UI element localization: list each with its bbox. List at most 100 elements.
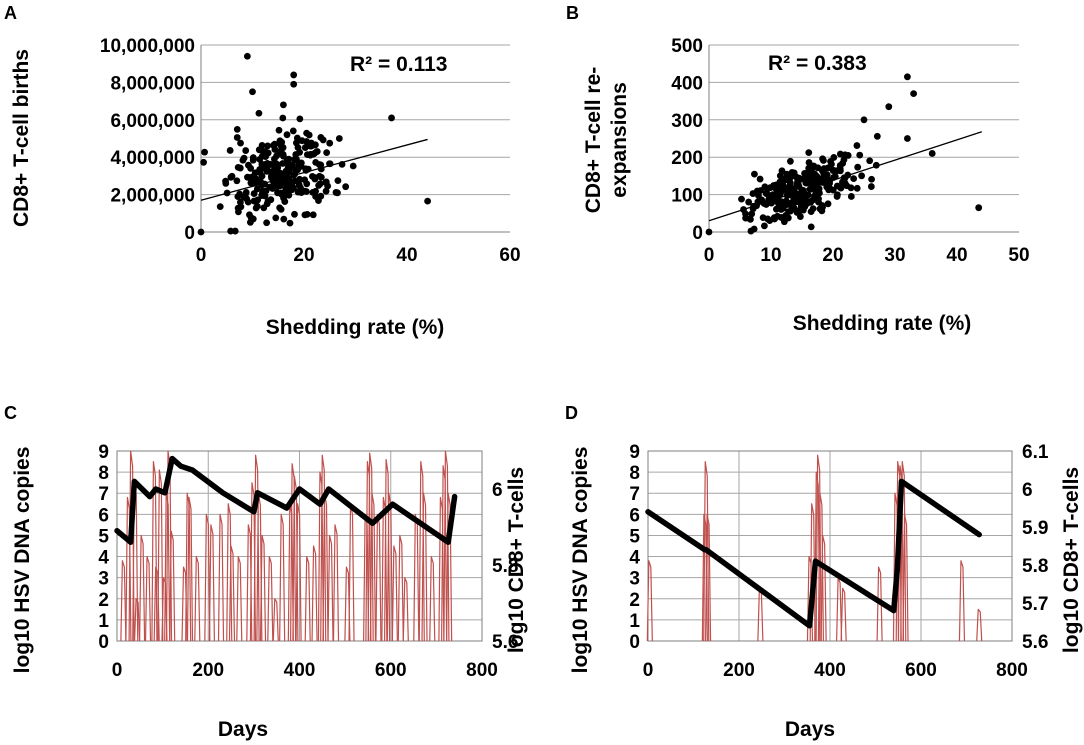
scatter-point [867,183,875,190]
scatter-point [282,185,290,192]
hsv-spike [194,555,201,642]
scatter-point [227,227,235,235]
hsv-spike [402,577,409,642]
scatter-point [298,137,306,145]
scatter-point [277,148,285,155]
hsv-spike [253,454,260,642]
scatter-point [297,162,305,170]
scatter-point [334,177,342,185]
scatter-point [296,115,304,123]
hsv-spike [151,460,158,642]
hsv-spike [381,496,388,642]
hsv-spike [976,608,983,642]
y-right-tick-label: 5.6 [492,632,518,653]
scatter-point [291,210,298,218]
panel-c-xlabel: Days [218,718,268,741]
y-right-tick-label: 5.7 [1022,594,1048,615]
hsv-spike [958,560,966,642]
panel-b-r2: R² = 0.383 [768,52,867,75]
panel-d-ylabel-right: log10 CD8+ T-cells [1060,467,1083,653]
x-tick-label: 10 [760,245,781,266]
hsv-spike [369,492,377,642]
y-tick-label: 200 [671,148,703,169]
scatter-point [819,167,826,175]
hsv-spike [138,534,146,642]
x-tick-label: 20 [293,245,314,266]
scatter-point [841,179,849,187]
scatter-point [277,142,285,149]
scatter-point [873,132,881,140]
scatter-point [290,80,298,88]
hsv-spike [820,534,827,642]
scatter-point [853,184,861,192]
scatter-point [246,211,253,219]
scatter-point [233,134,241,141]
scatter-point [281,198,289,206]
scatter-point [847,193,855,200]
scatter-point [243,195,251,203]
panel-a-plot: 0 2,000,000 4,000,000 6,000,000 8,000,000 10,… [100,36,521,266]
hsv-spike [259,534,267,642]
trendline [200,138,428,201]
hsv-spike [757,587,764,642]
scatter-point [274,189,281,197]
hsv-spike [287,503,294,642]
scatter-point [802,179,810,187]
y-left-tick-label: 4 [98,548,109,569]
scatter-point [761,222,768,230]
scatter-point [245,174,253,181]
scatter-point [790,169,798,177]
scatter-point [254,196,262,204]
scatter-point [975,204,983,212]
y-left-tick-label: 7 [629,484,640,505]
scatter-point [816,189,823,197]
scatter-point [809,196,817,204]
scatter-point [233,125,241,133]
scatter-point [756,175,764,183]
hsv-spike [311,545,318,642]
panel-b-ylabel-line1: CD8+ T-cell re- [582,67,605,213]
scatter-point [778,167,786,175]
y-right-tick-label: 5.9 [1022,518,1048,539]
hsv-spike [418,460,425,642]
scatter-point [264,142,272,150]
scatter-point [301,144,309,151]
hsv-spike [902,513,909,642]
hsv-spike [144,555,152,642]
hsv-spike [386,492,393,642]
scatter-point [326,139,334,147]
scatter-point [309,211,317,219]
hsv-spike [365,460,372,642]
cd8-line [114,455,458,545]
hsv-spike [217,513,225,642]
scatter-point [805,159,813,166]
scatter-point [758,196,766,204]
scatter-point [807,223,815,231]
y-tick-label: 8,000,000 [110,73,195,94]
scatter-point [780,186,788,193]
hsv-spike [304,555,311,642]
y-right-tick-label: 6 [492,480,503,501]
hsv-spike [391,545,398,642]
scatter-point [216,203,224,211]
hsv-spike [236,555,243,642]
x-tick-label: 200 [192,660,224,681]
scatter-point [253,202,261,210]
scatter-point [853,142,861,149]
scatter-point [751,170,758,178]
x-tick-label: 40 [396,245,417,266]
plot-frame [647,450,1013,642]
y-tick-label: 0 [692,223,703,244]
cd8-line [645,478,982,629]
y-left-tick-label: 5 [98,526,109,547]
scatter-point [335,135,343,142]
scatter-point [274,164,282,171]
scatter-point [319,136,327,144]
panel-c-ylabel-left: log10 HSV DNA copies [11,447,34,674]
y-tick-label: 10,000,000 [100,36,195,57]
scatter-point [306,151,314,159]
hsv-spike [446,492,453,642]
hsv-spike [429,555,436,642]
